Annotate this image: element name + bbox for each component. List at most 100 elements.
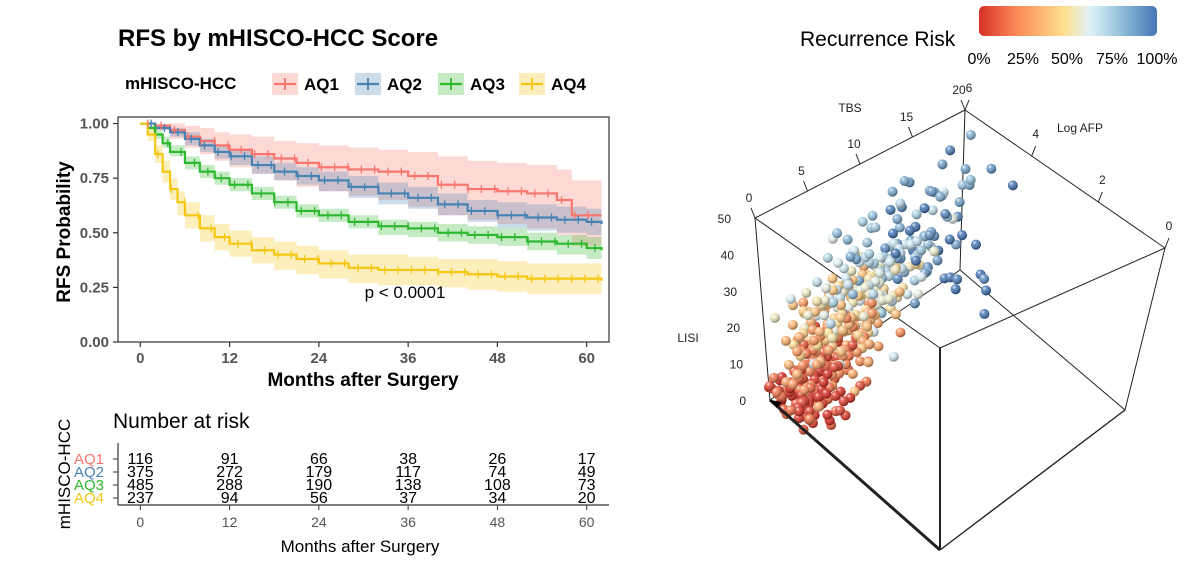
scatter-point	[771, 387, 782, 398]
point-shade	[866, 297, 877, 308]
scatter-point	[894, 286, 905, 297]
point-shade	[910, 255, 921, 266]
risk-cell: 49	[578, 464, 596, 481]
scatter-point	[952, 274, 963, 285]
risk-cell: 272	[216, 464, 243, 481]
km-line-aq1	[140, 122, 602, 217]
risk-cell: 20	[578, 490, 596, 507]
scatter-point	[965, 174, 976, 185]
scatter-point	[821, 388, 832, 399]
point-shade	[787, 319, 798, 330]
point-shade	[830, 391, 841, 402]
tbs-tick	[908, 126, 913, 138]
scatter-point	[895, 198, 906, 209]
point-shade	[829, 362, 840, 373]
risk-x-tick-label: 12	[222, 514, 238, 530]
point-shade	[813, 392, 824, 403]
point-shade	[847, 289, 858, 300]
scatter-point	[829, 362, 840, 373]
point-shade	[924, 230, 935, 241]
scatter-point	[911, 209, 922, 220]
scatter-point	[864, 339, 875, 350]
scatter-point	[922, 239, 933, 250]
point-shade	[952, 274, 963, 285]
afp-tick-label: 6	[966, 81, 973, 95]
scatter-point	[787, 319, 798, 330]
point-shade	[855, 356, 866, 367]
scatter-point	[909, 298, 920, 309]
tbs-axis-label: TBS	[838, 101, 861, 115]
risk-table-row-axis-label: mHISCO-HCC	[55, 419, 74, 530]
point-shade	[814, 326, 825, 337]
point-shade	[916, 245, 927, 256]
point-shade	[809, 335, 820, 346]
scatter-point	[884, 257, 895, 268]
scatter-point	[924, 230, 935, 241]
scatter-point	[821, 283, 832, 294]
point-shade	[827, 273, 838, 284]
point-shade	[981, 285, 992, 296]
afp-tick-label: 0	[1166, 219, 1173, 233]
scatter-point	[867, 210, 878, 221]
point-shade	[862, 237, 873, 248]
box-edge	[939, 247, 1166, 349]
point-shade	[825, 318, 836, 329]
point-shade	[894, 286, 905, 297]
scatter-point	[916, 245, 927, 256]
km-y-tick-label: 0.50	[80, 225, 109, 242]
point-shade	[823, 345, 834, 356]
point-shade	[835, 405, 846, 416]
scatter-point	[1007, 180, 1018, 191]
point-shade	[811, 359, 822, 370]
scatter-point	[787, 379, 798, 390]
km-line-aq3	[140, 122, 603, 251]
scatter-point	[912, 236, 923, 247]
scatter-point	[809, 335, 820, 346]
point-shade	[819, 310, 830, 321]
scatter-point	[986, 163, 997, 174]
scatter-point	[813, 401, 824, 412]
scatter-point	[866, 308, 877, 319]
point-shade	[932, 255, 943, 266]
risk-cell: 66	[310, 451, 328, 468]
point-shade	[868, 289, 879, 300]
risk-cell: 108	[484, 477, 511, 494]
scatter-point	[868, 289, 879, 300]
point-shade	[940, 208, 951, 219]
point-shade	[970, 239, 981, 250]
risk-table-x-label: Months after Surgery	[281, 537, 440, 556]
scatter-point	[887, 228, 898, 239]
point-shade	[874, 268, 885, 279]
point-shade	[880, 243, 891, 254]
scatter-point	[780, 335, 791, 346]
scatter-point	[884, 294, 895, 305]
km-x-tick-label: 0	[136, 350, 144, 367]
scatter-point	[814, 326, 825, 337]
point-shade	[944, 234, 955, 245]
scatter-point	[890, 248, 901, 259]
scatter-point	[895, 327, 906, 338]
scatter-point	[836, 346, 847, 357]
point-shade	[904, 225, 915, 236]
lisi-tick-label: 50	[718, 212, 732, 226]
point-shade	[833, 257, 844, 268]
km-x-tick-label: 24	[311, 350, 328, 367]
box-edge-front	[939, 409, 1126, 551]
km-y-label: RFS Probability	[54, 161, 75, 303]
tbs-tick	[960, 99, 966, 111]
scatter-point	[902, 289, 913, 300]
scatter-point	[937, 159, 948, 170]
scatter-point	[892, 274, 903, 285]
scatter-point	[847, 289, 858, 300]
tbs-tick	[855, 153, 861, 165]
tbs-tick-label: 10	[847, 137, 861, 151]
point-shade	[950, 284, 961, 295]
colorbar-label: 100%	[1137, 51, 1178, 68]
km-x-tick-label: 60	[578, 350, 595, 367]
lisi-tick-label: 40	[721, 248, 735, 262]
point-shade	[822, 409, 833, 420]
afp-tick-label: 4	[1032, 127, 1039, 141]
point-shade	[836, 346, 847, 357]
risk-cell: 237	[127, 490, 154, 507]
